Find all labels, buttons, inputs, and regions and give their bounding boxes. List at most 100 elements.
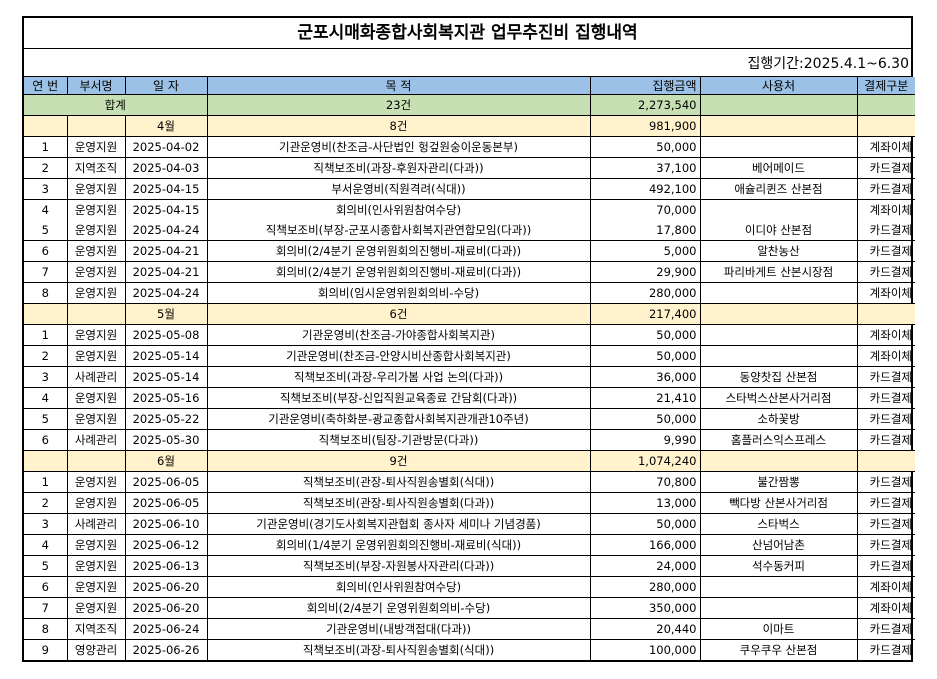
empty-cell (856, 303, 915, 325)
department: 운영지원 (66, 576, 126, 598)
amount: 70,000 (589, 199, 701, 220)
purpose: 직책보조비(과장-퇴사직원송별회(식대)) (206, 639, 591, 660)
empty-cell (24, 303, 68, 325)
payment-method: 카드결제 (856, 618, 915, 640)
month-subtotal-row: 6월 9건 1,074,240 (24, 450, 915, 472)
department: 운영지원 (66, 597, 126, 619)
date: 2025-06-10 (124, 513, 208, 535)
month-label: 6월 (124, 450, 208, 472)
row-number: 7 (24, 597, 68, 619)
payment-method: 카드결제 (856, 639, 915, 660)
vendor: 홈플러스익스프레스 (699, 429, 858, 451)
payment-method: 계좌이체 (856, 324, 915, 346)
payment-method: 카드결제 (856, 492, 915, 514)
date: 2025-04-24 (124, 282, 208, 304)
empty-cell (699, 94, 858, 116)
row-number: 7 (24, 261, 68, 283)
header-no: 연 번 (24, 77, 68, 95)
date: 2025-05-22 (124, 408, 208, 430)
row-number: 6 (24, 576, 68, 598)
department: 운영지원 (66, 178, 126, 200)
table-row: 2 운영지원 2025-05-14 기관운영비(찬조금-안양시비산종합사회복지관) 50… (24, 345, 915, 367)
amount: 37,100 (589, 157, 701, 179)
payment-method: 계좌이체 (856, 136, 915, 158)
department: 운영지원 (66, 199, 126, 220)
total-row: 합계 23건 2,273,540 (24, 94, 915, 116)
table-row: 1 운영지원 2025-06-05 직책보조비(관장-퇴사직원송별회(식대)) 70,8… (24, 471, 915, 493)
vendor: 베어메이드 (699, 157, 858, 179)
date: 2025-05-14 (124, 366, 208, 388)
purpose: 기관운영비(찬조금-안양시비산종합사회복지관) (206, 345, 591, 367)
date: 2025-06-12 (124, 534, 208, 556)
vendor: 소하꽃방 (699, 408, 858, 430)
payment-method: 카드결제 (856, 429, 915, 451)
purpose: 직책보조비(과장-우리가봄 사업 논의(다과)) (206, 366, 591, 388)
department: 운영지원 (66, 345, 126, 367)
month-subtotal-row: 4월 8건 981,900 (24, 115, 915, 137)
table-row: 6 운영지원 2025-06-20 회의비(인사위원참여수당) 280,000 계좌이체 (24, 576, 915, 598)
payment-method: 카드결제 (856, 471, 915, 493)
purpose: 회의비(1/4분기 운영위원회의진행비-재료비(식대)) (206, 534, 591, 556)
empty-cell (66, 303, 126, 325)
table-row: 2 운영지원 2025-06-05 직책보조비(관장-퇴사직원송별회(다과)) 13,0… (24, 492, 915, 514)
date: 2025-05-08 (124, 324, 208, 346)
empty-cell (24, 115, 68, 137)
vendor: 스타벅스 (699, 513, 858, 535)
department: 지역조직 (66, 157, 126, 179)
vendor: 동양찻집 산본점 (699, 366, 858, 388)
payment-method: 계좌이체 (856, 597, 915, 619)
empty-cell (66, 115, 126, 137)
date: 2025-04-15 (124, 178, 208, 200)
amount: 280,000 (589, 576, 701, 598)
department: 운영지원 (66, 387, 126, 409)
month-label: 5월 (124, 303, 208, 325)
department: 운영지원 (66, 136, 126, 158)
vendor (699, 576, 858, 598)
date: 2025-04-21 (124, 261, 208, 283)
empty-cell (699, 450, 858, 472)
row-number: 6 (24, 429, 68, 451)
row-number: 3 (24, 513, 68, 535)
empty-cell (24, 450, 68, 472)
table-row: 7 운영지원 2025-06-20 회의비(2/4분기 운영위원회의비-수당) 350,… (24, 597, 915, 619)
purpose: 기관운영비(내방객접대(다과)) (206, 618, 591, 640)
date: 2025-05-30 (124, 429, 208, 451)
date: 2025-05-16 (124, 387, 208, 409)
empty-cell (699, 115, 858, 137)
payment-method: 계좌이체 (856, 576, 915, 598)
department: 운영지원 (66, 220, 126, 241)
period-label: 집행기간:2025.4.1~6.30 (24, 49, 911, 77)
amount: 350,000 (589, 597, 701, 619)
department: 사례관리 (66, 366, 126, 388)
amount: 5,000 (589, 240, 701, 262)
table-row: 7 운영지원 2025-04-21 회의비(2/4분기 운영위원회의진행비-재료비(다… (24, 261, 915, 283)
vendor: 빽다방 산본사거리점 (699, 492, 858, 514)
department: 운영지원 (66, 534, 126, 556)
department: 운영지원 (66, 471, 126, 493)
vendor: 불간짬뽕 (699, 471, 858, 493)
row-number: 1 (24, 136, 68, 158)
table-row: 4 운영지원 2025-05-16 직책보조비(부장-신입직원교육종료 간담회(다과)… (24, 387, 915, 409)
purpose: 직책보조비(관장-퇴사직원송별회(다과)) (206, 492, 591, 514)
department: 운영지원 (66, 240, 126, 262)
date: 2025-06-20 (124, 597, 208, 619)
department: 운영지원 (66, 555, 126, 577)
row-number: 1 (24, 471, 68, 493)
amount: 100,000 (589, 639, 701, 660)
purpose: 직책보조비(부장-군포시종합사회복지관연합모임(다과)) (206, 220, 591, 241)
vendor: 산넘어남촌 (699, 534, 858, 556)
total-label: 합계 (24, 94, 208, 116)
purpose: 회의비(인사위원참여수당) (206, 576, 591, 598)
vendor: 이마트 (699, 618, 858, 640)
purpose: 기관운영비(찬조금-사단법인 헝겊원숭이운동본부) (206, 136, 591, 158)
row-number: 2 (24, 345, 68, 367)
payment-method: 계좌이체 (856, 199, 915, 220)
row-number: 5 (24, 408, 68, 430)
payment-method: 카드결제 (856, 178, 915, 200)
month-amount: 217,400 (589, 303, 701, 325)
table-row: 8 운영지원 2025-04-24 회의비(임시운영위원회의비-수당) 280,000 계… (24, 282, 915, 304)
amount: 17,800 (589, 220, 701, 241)
table-row: 4 운영지원 2025-04-15 회의비(인사위원참여수당) 70,000 계좌이체 (24, 199, 915, 220)
amount: 280,000 (589, 282, 701, 304)
month-count: 8건 (206, 115, 591, 137)
